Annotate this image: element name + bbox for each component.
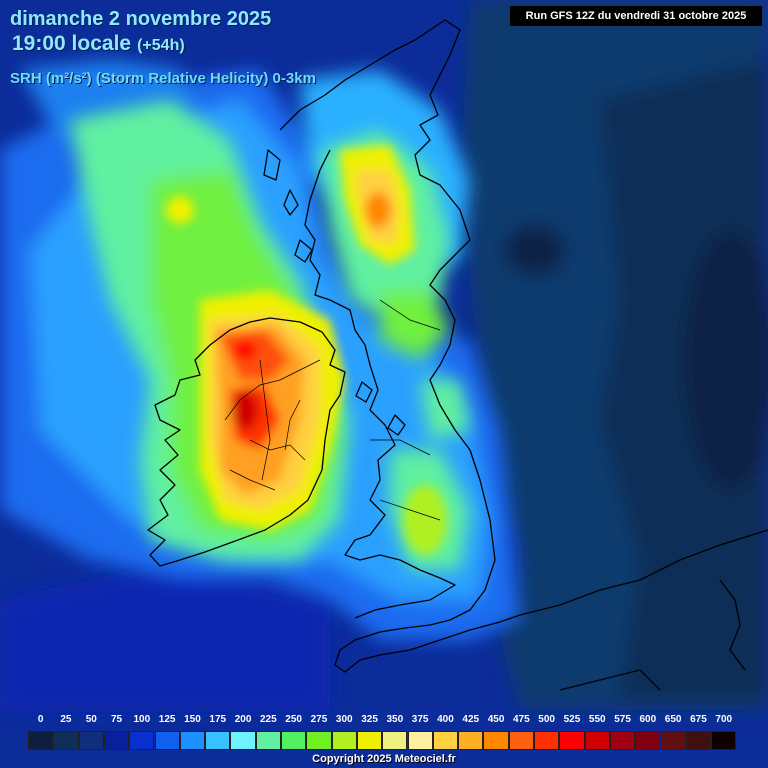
- legend-tick: 325: [361, 714, 378, 725]
- legend-tick: 525: [563, 714, 581, 725]
- forecast-date: dimanche 2 novembre 2025: [10, 8, 272, 30]
- legend-tick: 50: [85, 714, 97, 725]
- legend-swatch: [584, 731, 610, 750]
- legend-tick: 275: [310, 714, 328, 725]
- legend-tick: 450: [487, 714, 505, 725]
- legend-tick: 75: [110, 714, 123, 725]
- legend-swatch: [28, 731, 54, 750]
- legend-swatch: [154, 731, 180, 750]
- legend-swatch: [685, 731, 712, 750]
- legend-tick: 100: [133, 714, 151, 725]
- legend-swatch: [508, 731, 534, 750]
- legend-tick: 0: [37, 714, 44, 725]
- legend-tick: 25: [60, 714, 72, 725]
- legend-tick: 375: [411, 714, 429, 725]
- isle-anglesey: [387, 414, 406, 436]
- france-coast: [519, 529, 768, 616]
- legend-swatch: [382, 731, 408, 750]
- internal-borders: [224, 299, 441, 521]
- legend-swatch: [356, 731, 383, 750]
- legend-tick: 225: [260, 714, 277, 725]
- legend-swatch: [129, 731, 155, 750]
- legend-tick: 700: [715, 714, 733, 725]
- legend-tick: 550: [588, 714, 606, 725]
- england-yellow-patch: [166, 196, 447, 555]
- high-helicity-core-scotland: [340, 145, 415, 265]
- legend-tick: 425: [462, 714, 480, 725]
- legend-tick: 600: [639, 714, 657, 725]
- legend-swatch: [179, 731, 206, 750]
- copyright-text: Copyright 2025 Meteociel.fr: [312, 753, 456, 765]
- legend-swatch: [306, 731, 332, 750]
- legend-swatch: [660, 731, 686, 750]
- forecast-time: 19:00 locale (+54h): [12, 32, 185, 56]
- legend-tick: 475: [513, 714, 530, 725]
- legend-swatch: [255, 731, 281, 750]
- legend-tick: 175: [209, 714, 227, 725]
- legend-swatch: [103, 731, 130, 750]
- legend-swatch: [281, 731, 307, 750]
- run-info-box: Run GFS 12Z du vendredi 31 octobre 2025: [510, 6, 762, 26]
- legend-tick: 500: [538, 714, 555, 725]
- legend-swatch: [609, 731, 636, 750]
- legend-tick: 575: [614, 714, 631, 725]
- legend-swatch: [483, 731, 509, 750]
- isle-of-man: [355, 381, 373, 403]
- legend-tick: 650: [664, 714, 682, 725]
- legend-tick: 350: [386, 714, 404, 725]
- legend-tick: 300: [335, 714, 353, 725]
- legend-swatch: [711, 731, 737, 750]
- isle-hebrides-2: [283, 189, 299, 216]
- forecast-time-label: 19:00 locale: [12, 32, 132, 55]
- legend-tick: 250: [285, 714, 302, 725]
- scotland-north-coast: [279, 29, 431, 131]
- legend-swatch: [559, 731, 585, 750]
- isle-hebrides-1: [263, 149, 281, 181]
- legend-swatch: [458, 731, 484, 750]
- legend-tick: 400: [437, 714, 454, 725]
- legend-swatch: [635, 731, 661, 750]
- legend-swatch: [205, 731, 231, 750]
- parameter-label: SRH (m²/s²) (Storm Relative Helicity) 0-…: [10, 70, 316, 87]
- legend-swatch: [432, 731, 459, 750]
- isle-islay: [294, 239, 313, 263]
- ireland-coast: [147, 317, 346, 567]
- legend-swatch: [78, 731, 104, 750]
- britain-west-coast: [304, 149, 456, 619]
- legend-swatch: [53, 731, 79, 750]
- legend-tick: 125: [158, 714, 176, 725]
- britain-east-coast: [334, 19, 521, 673]
- legend-swatch: [230, 731, 256, 750]
- continent-border: [719, 579, 746, 671]
- forecast-lead: (+54h): [137, 37, 185, 54]
- low-helicity-region: [0, 0, 768, 712]
- high-helicity-core-ireland: [200, 290, 345, 530]
- continent-detail: [559, 669, 661, 691]
- legend-tick: 675: [690, 714, 707, 725]
- legend-swatch: [534, 731, 560, 750]
- coastlines: [147, 19, 768, 691]
- legend-swatch: [331, 731, 357, 750]
- legend-swatch: [407, 731, 433, 750]
- legend-tick: 150: [184, 714, 201, 725]
- legend-tick: 200: [234, 714, 252, 725]
